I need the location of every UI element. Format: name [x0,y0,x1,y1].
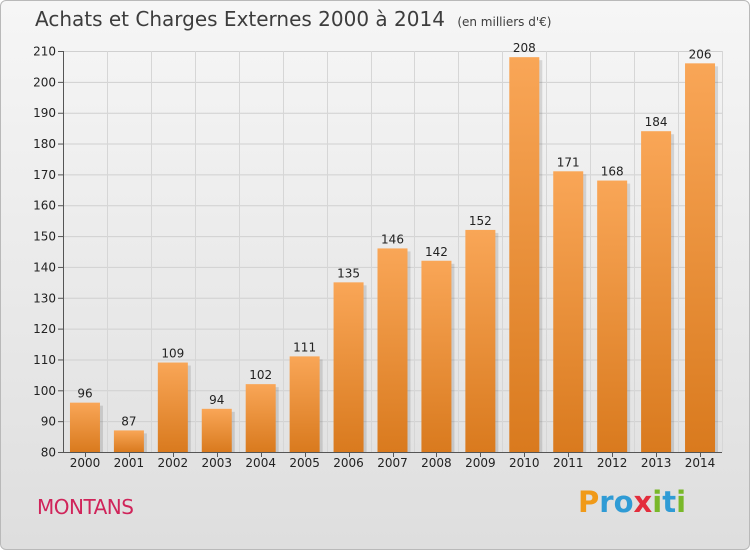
data-label: 184 [645,115,668,129]
data-label: 102 [249,368,272,382]
data-label: 94 [209,393,224,407]
y-tick-label: 200 [33,75,56,89]
x-tick-label: 2009 [465,456,496,470]
x-tick-label: 2013 [641,456,672,470]
y-tick-label: 210 [33,45,56,59]
y-tick-label: 130 [33,291,56,305]
bar [597,180,628,453]
bar [113,430,144,452]
data-label: 206 [689,47,712,61]
town-name: MONTANS [37,495,134,519]
y-tick-label: 180 [33,137,56,151]
data-label: 168 [601,165,624,179]
y-tick-label: 110 [33,353,56,367]
x-tick-label: 2012 [597,456,628,470]
data-label: 96 [77,387,92,401]
data-label: 208 [513,41,536,55]
bars [69,57,719,453]
bar [201,408,232,452]
data-label: 146 [381,232,404,246]
x-tick-label: 2003 [201,456,232,470]
bar [641,131,672,452]
title-text: Achats et Charges Externes 2000 à 2014 [35,7,445,31]
logo-letter: i [652,485,663,519]
bar [465,229,496,452]
logo-letter: i [676,485,687,519]
y-tick-label: 190 [33,106,56,120]
x-tick-label: 2014 [685,456,716,470]
bar [377,248,408,452]
y-tick-label: 160 [33,199,56,213]
bar [245,384,276,452]
x-tick-label: 2006 [333,456,364,470]
data-label: 171 [557,155,580,169]
x-tick-label: 2007 [377,456,408,470]
bar [69,402,100,452]
y-tick-label: 150 [33,230,56,244]
bar [509,57,540,453]
x-tick-label: 2001 [114,456,145,470]
data-label: 152 [469,214,492,228]
x-tick-label: 2011 [553,456,584,470]
y-tick-label: 140 [33,260,56,274]
chart-title: Achats et Charges Externes 2000 à 2014 (… [35,7,551,31]
data-label: 87 [121,414,136,428]
data-label: 109 [161,347,184,361]
logo-letter: o [613,485,634,519]
y-tick-label: 90 [41,415,56,429]
data-label: 142 [425,245,448,259]
bar [553,171,584,453]
bar [289,356,320,452]
y-tick-label: 100 [33,384,56,398]
logo-letter: r [599,485,614,519]
x-tick-label: 2000 [70,456,101,470]
bar [333,282,364,452]
y-tick-label: 170 [33,168,56,182]
logo-letter: P [578,485,600,519]
data-label: 135 [337,266,360,280]
bar [157,362,188,452]
y-tick-label: 80 [41,446,56,460]
bar [685,63,716,452]
data-label: 111 [293,340,316,354]
x-tick-label: 2010 [509,456,540,470]
logo-letter: x [633,485,653,519]
x-tick-label: 2008 [421,456,452,470]
x-tick-label: 2004 [245,456,276,470]
x-tick-label: 2005 [289,456,320,470]
proxiti-logo: Proxiti [578,485,686,519]
axes: 80 90 100 110 120 130 140 150 160 170 180 190 200 210 [33,45,722,460]
unit-subtitle: (en milliers d'€) [457,15,552,29]
y-tick-label: 120 [33,322,56,336]
logo-letter: t [662,485,677,519]
x-tick-label: 2002 [158,456,189,470]
bar [421,260,452,452]
labels: 2000 96 2001 87 2002 109 2003 94 2004 102 2005 111 2… [70,41,716,470]
